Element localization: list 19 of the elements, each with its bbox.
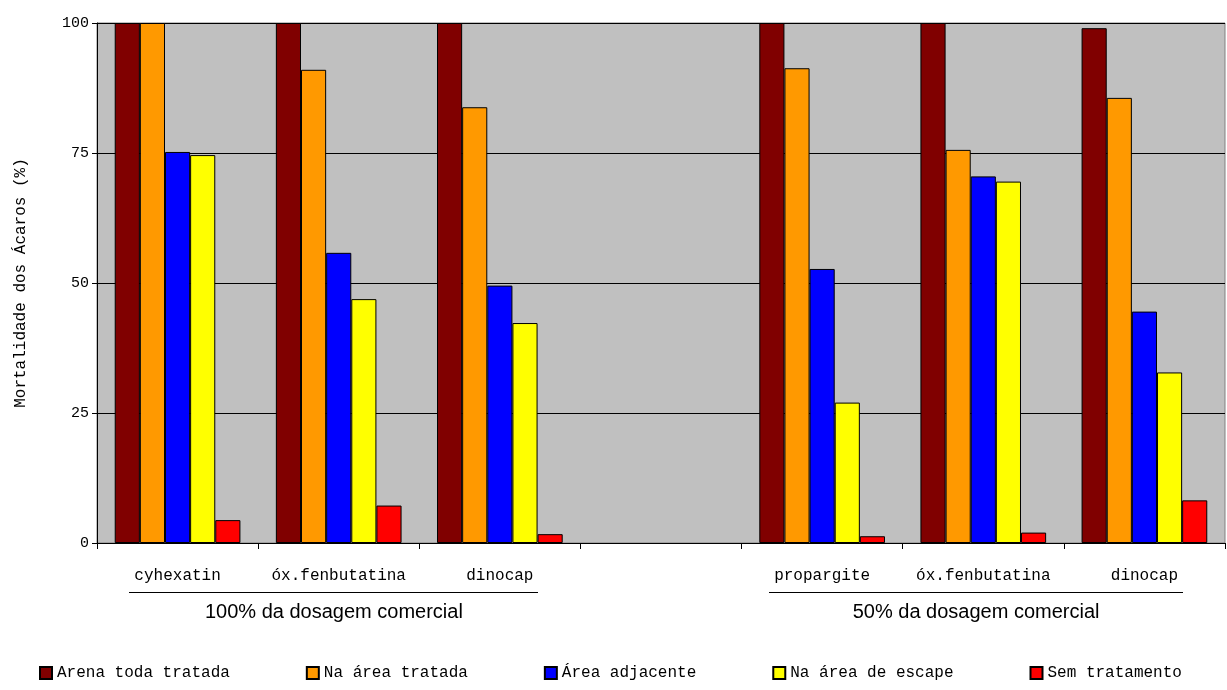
y-tick-label: 50 (70, 274, 89, 292)
text: 100% da dosagem comercial (203, 599, 464, 624)
text: 50% da dosagem comercial (851, 599, 1101, 624)
legend-label: Arena toda tratada (57, 664, 231, 682)
x-tick-label: óx.fenbutatina (271, 567, 407, 585)
x-tick-label: propargite (774, 567, 871, 585)
x-tick-label: dinocap (1110, 567, 1179, 585)
legend-label: Na área tratada (323, 664, 469, 682)
y-tick-label: 75 (70, 144, 89, 162)
x-tick-label: dinocap (466, 567, 534, 585)
x-tick-label: óx.fenbutatina (916, 567, 1051, 585)
y-axis-title: Mortalidade dos Ácaros (%) (11, 158, 30, 408)
legend-label: Na área de escape (790, 664, 954, 682)
legend-label: Sem tratamento (1047, 664, 1182, 682)
x-tick-label: cyhexatin (134, 567, 221, 585)
y-tick-label: 100 (61, 14, 89, 32)
y-tick-label: 25 (70, 404, 89, 422)
legend-label: Área adjacente (561, 663, 697, 682)
y-tick-label: 0 (79, 534, 89, 552)
